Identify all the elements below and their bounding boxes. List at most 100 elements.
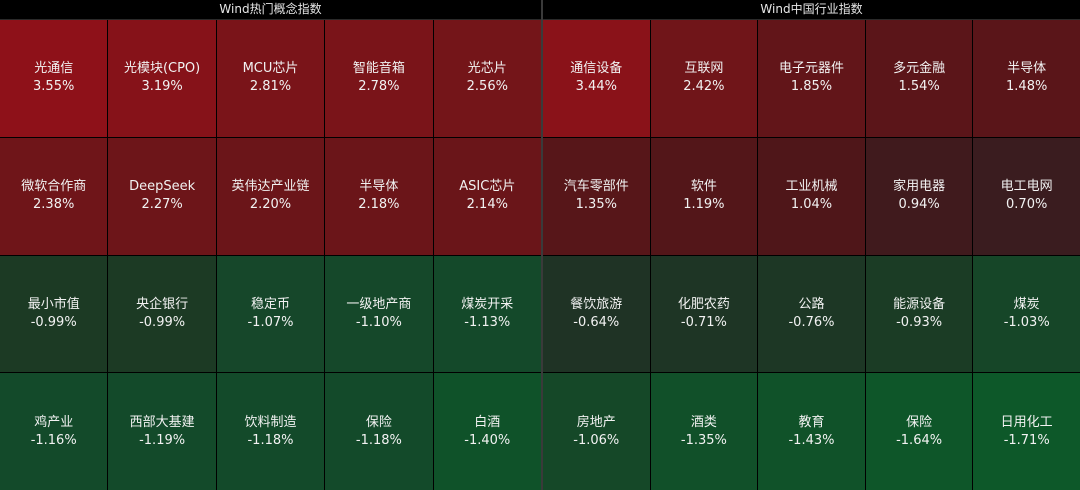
index-tile[interactable]: 化肥农药 -0.71%: [650, 255, 758, 373]
index-change-percent: 2.81%: [249, 79, 292, 95]
index-name: 光芯片: [467, 61, 507, 77]
index-change-percent: -0.99%: [139, 314, 186, 330]
index-tile[interactable]: 英伟达产业链 2.20%: [216, 137, 325, 255]
index-tile[interactable]: 稳定币 -1.07%: [216, 255, 325, 373]
index-name: 稳定币: [250, 296, 290, 312]
index-tile[interactable]: 公路 -0.76%: [758, 255, 865, 373]
index-tile[interactable]: 家用电器 0.94%: [865, 137, 973, 255]
index-change-percent: 1.54%: [898, 79, 940, 95]
index-name: 智能音箱: [352, 61, 405, 77]
index-change-percent: -1.64%: [896, 432, 943, 448]
index-name: 工业机械: [785, 179, 838, 195]
index-change-percent: 3.55%: [33, 79, 75, 95]
index-tile[interactable]: 智能音箱 2.78%: [325, 20, 433, 137]
index-tile[interactable]: 饮料制造 -1.18%: [216, 373, 325, 490]
index-tile[interactable]: 多元金融 1.54%: [865, 20, 973, 137]
index-name: 煤炭开采: [461, 296, 514, 312]
index-name: 白酒: [474, 414, 501, 430]
index-name: 煤炭: [1013, 296, 1040, 312]
index-tile[interactable]: 酒类 -1.35%: [650, 373, 758, 490]
index-name: 日用化工: [1000, 414, 1053, 430]
index-tile[interactable]: 最小市值 -0.99%: [0, 255, 108, 373]
index-change-percent: -1.43%: [788, 432, 835, 448]
panel-divider: [541, 0, 543, 490]
index-change-percent: -1.06%: [573, 432, 620, 448]
index-tile[interactable]: 工业机械 1.04%: [758, 137, 865, 255]
index-tile[interactable]: 教育 -1.43%: [758, 373, 865, 490]
panel-industry-indices: Wind中国行业指数 通信设备 3.44% 互联网 2.42% 电子元器件 1.85% 多元…: [543, 0, 1080, 490]
index-name: DeepSeek: [129, 179, 196, 195]
index-change-percent: -0.99%: [30, 314, 77, 330]
index-tile[interactable]: 能源设备 -0.93%: [865, 255, 973, 373]
index-tile[interactable]: 白酒 -1.40%: [433, 373, 541, 490]
index-tile[interactable]: 电工电网 0.70%: [973, 137, 1080, 255]
index-name: 半导体: [359, 179, 399, 195]
index-tile[interactable]: 光模块(CPO) 3.19%: [108, 20, 216, 137]
index-tile[interactable]: 电子元器件 1.85%: [758, 20, 865, 137]
index-tile[interactable]: 半导体 2.18%: [325, 137, 433, 255]
index-tile[interactable]: 保险 -1.64%: [865, 373, 973, 490]
index-name: 能源设备: [893, 296, 946, 312]
index-change-percent: -1.35%: [680, 432, 727, 448]
index-name: 西部大基建: [129, 414, 195, 430]
index-change-percent: 1.85%: [790, 79, 833, 95]
index-name: 英伟达产业链: [231, 179, 310, 195]
index-name: 一级地产商: [346, 296, 412, 312]
index-change-percent: 2.38%: [33, 197, 75, 213]
index-name: 保险: [906, 414, 933, 430]
index-name: 互联网: [684, 61, 724, 77]
index-change-percent: -1.71%: [1003, 432, 1050, 448]
index-tile[interactable]: 房地产 -1.06%: [543, 373, 650, 490]
index-change-percent: 2.42%: [683, 79, 725, 95]
index-tile[interactable]: 互联网 2.42%: [650, 20, 758, 137]
index-tile[interactable]: 煤炭 -1.03%: [973, 255, 1080, 373]
index-tile[interactable]: 保险 -1.18%: [325, 373, 433, 490]
index-tile[interactable]: ASIC芯片 2.14%: [433, 137, 541, 255]
index-tile[interactable]: 煤炭开采 -1.13%: [433, 255, 541, 373]
index-tile[interactable]: 央企银行 -0.99%: [108, 255, 216, 373]
index-name: 家用电器: [893, 179, 946, 195]
index-tile[interactable]: 日用化工 -1.71%: [973, 373, 1080, 490]
index-name: 餐饮旅游: [570, 296, 623, 312]
index-tile[interactable]: 餐饮旅游 -0.64%: [543, 255, 650, 373]
index-name: 鸡产业: [34, 414, 74, 430]
index-tile[interactable]: 光芯片 2.56%: [433, 20, 541, 137]
index-change-percent: -0.71%: [680, 314, 727, 330]
index-name: 房地产: [576, 414, 616, 430]
index-name: 半导体: [1007, 61, 1047, 77]
index-change-percent: -0.64%: [573, 314, 620, 330]
index-change-percent: -1.03%: [1003, 314, 1050, 330]
index-tile[interactable]: MCU芯片 2.81%: [216, 20, 325, 137]
index-name: ASIC芯片: [459, 179, 516, 195]
panel-concept-indices: Wind热门概念指数 光通信 3.55% 光模块(CPO) 3.19% MCU芯片 2.8…: [0, 0, 541, 490]
index-name: 最小市值: [27, 296, 80, 312]
index-tile[interactable]: 一级地产商 -1.10%: [325, 255, 433, 373]
index-change-percent: 1.04%: [790, 197, 833, 213]
index-name: 光通信: [34, 61, 74, 77]
index-change-percent: -1.40%: [464, 432, 511, 448]
index-tile[interactable]: 半导体 1.48%: [973, 20, 1080, 137]
index-change-percent: 2.78%: [358, 79, 400, 95]
index-change-percent: -0.76%: [788, 314, 835, 330]
index-change-percent: -0.93%: [896, 314, 943, 330]
index-tile[interactable]: 汽车零部件 1.35%: [543, 137, 650, 255]
industry-grid: 通信设备 3.44% 互联网 2.42% 电子元器件 1.85% 多元金融 1.54% 半导体 1…: [543, 20, 1080, 490]
concept-grid: 光通信 3.55% 光模块(CPO) 3.19% MCU芯片 2.81% 智能音箱 2.78%…: [0, 20, 541, 490]
index-tile[interactable]: 微软合作商 2.38%: [0, 137, 108, 255]
index-tile[interactable]: 鸡产业 -1.16%: [0, 373, 108, 490]
index-name: 电子元器件: [778, 61, 844, 77]
index-change-percent: 1.19%: [683, 197, 725, 213]
index-name: 化肥农药: [677, 296, 730, 312]
index-change-percent: 2.18%: [358, 197, 400, 213]
index-tile[interactable]: 西部大基建 -1.19%: [108, 373, 216, 490]
index-tile[interactable]: 通信设备 3.44%: [543, 20, 650, 137]
index-change-percent: 2.14%: [466, 197, 508, 213]
index-tile[interactable]: 光通信 3.55%: [0, 20, 108, 137]
index-tile[interactable]: 软件 1.19%: [650, 137, 758, 255]
index-change-percent: 3.19%: [141, 79, 183, 95]
index-name: MCU芯片: [242, 61, 299, 77]
index-tile[interactable]: DeepSeek 2.27%: [108, 137, 216, 255]
index-change-percent: -1.13%: [464, 314, 511, 330]
index-change-percent: 2.27%: [141, 197, 183, 213]
